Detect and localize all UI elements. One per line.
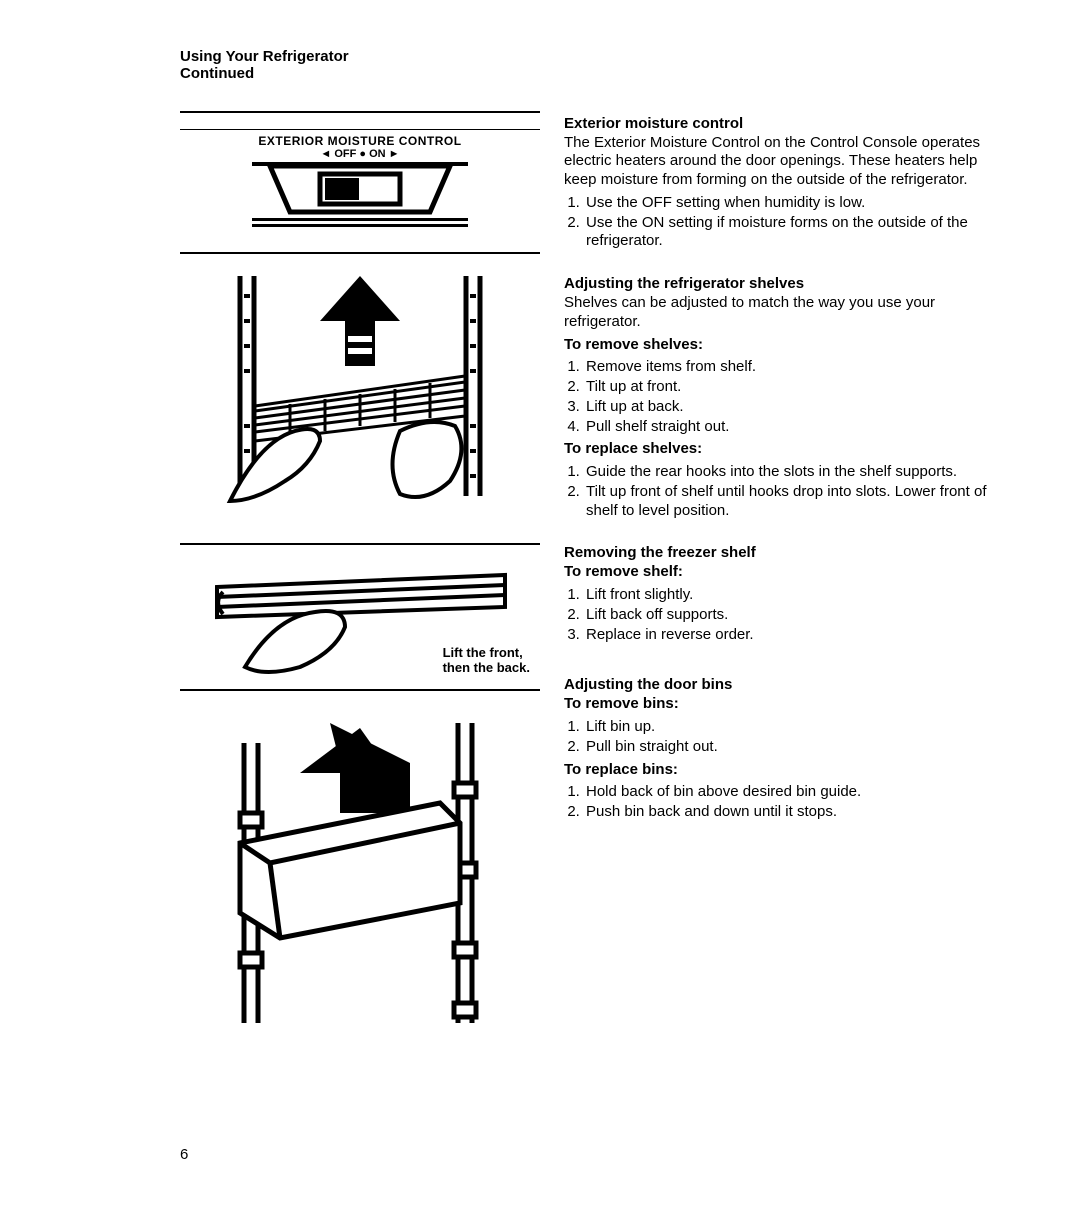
s3-heading: Removing the freezer shelf	[564, 544, 990, 561]
list-item: Lift back off supports.	[584, 606, 990, 625]
s4-sub2: To replace bins:	[564, 761, 990, 780]
list-item: Lift up at back.	[584, 398, 990, 417]
s4-sub1: To remove bins:	[564, 695, 990, 714]
figure-2-section	[180, 252, 540, 537]
manual-page: Using Your Refrigerator Continued EXTERI…	[0, 0, 1080, 1105]
section-adjusting-shelves: Adjusting the refrigerator shelves Shelv…	[564, 275, 990, 520]
s2-list1: Remove items from shelf. Tilt up at fron…	[564, 358, 990, 436]
page-number: 6	[180, 1146, 188, 1163]
text-column: Exterior moisture control The Exterior M…	[564, 111, 990, 1065]
section-exterior-moisture: Exterior moisture control The Exterior M…	[564, 115, 990, 252]
content-columns: EXTERIOR MOISTURE CONTROL ◄ OFF ● ON ►	[180, 111, 990, 1065]
section-door-bins: Adjusting the door bins To remove bins: …	[564, 676, 990, 822]
s1-list: Use the OFF setting when humidity is low…	[564, 194, 990, 251]
list-item: Use the OFF setting when humidity is low…	[584, 194, 990, 213]
figure-3-section: Lift the front, then the back.	[180, 543, 540, 683]
figure-1-section: EXTERIOR MOISTURE CONTROL ◄ OFF ● ON ►	[180, 111, 540, 246]
section-freezer-shelf: Removing the freezer shelf To remove she…	[564, 544, 990, 644]
figure-4	[180, 691, 540, 1059]
s2-sub1: To remove shelves:	[564, 336, 990, 355]
list-item: Pull shelf straight out.	[584, 418, 990, 437]
figure-3-caption: Lift the front, then the back.	[443, 645, 530, 675]
list-item: Push bin back and down until it stops.	[584, 803, 990, 822]
figure-1-label-top: EXTERIOR MOISTURE CONTROL	[180, 134, 540, 148]
moisture-control-icon	[250, 160, 470, 230]
door-bin-icon	[210, 703, 510, 1043]
list-item: Replace in reverse order.	[584, 626, 990, 645]
s4-list2: Hold back of bin above desired bin guide…	[564, 783, 990, 822]
list-item: Lift bin up.	[584, 718, 990, 737]
s3-list1: Lift front slightly. Lift back off suppo…	[564, 586, 990, 644]
s2-heading: Adjusting the refrigerator shelves	[564, 275, 990, 292]
list-item: Guide the rear hooks into the slots in t…	[584, 463, 990, 482]
list-item: Remove items from shelf.	[584, 358, 990, 377]
figures-column: EXTERIOR MOISTURE CONTROL ◄ OFF ● ON ►	[180, 111, 540, 1065]
figure-1: EXTERIOR MOISTURE CONTROL ◄ OFF ● ON ►	[180, 113, 540, 246]
figure-3: Lift the front, then the back.	[180, 545, 540, 683]
list-item: Pull bin straight out.	[584, 738, 990, 757]
figure-3-caption-l1: Lift the front,	[443, 645, 530, 660]
page-header: Using Your Refrigerator Continued	[180, 48, 990, 83]
s2-para: Shelves can be adjusted to match the way…	[564, 294, 990, 332]
s3-sub1: To remove shelf:	[564, 563, 990, 582]
s4-list1: Lift bin up. Pull bin straight out.	[564, 718, 990, 757]
figure-2	[180, 254, 540, 537]
list-item: Hold back of bin above desired bin guide…	[584, 783, 990, 802]
list-item: Tilt up at front.	[584, 378, 990, 397]
figure-1-label-bottom: ◄ OFF ● ON ►	[180, 148, 540, 160]
s2-list2: Guide the rear hooks into the slots in t…	[564, 463, 990, 520]
list-item: Lift front slightly.	[584, 586, 990, 605]
s1-para: The Exterior Moisture Control on the Con…	[564, 134, 990, 190]
figure-4-section	[180, 689, 540, 1059]
figure-3-caption-l2: then the back.	[443, 660, 530, 675]
s2-sub2: To replace shelves:	[564, 440, 990, 459]
shelf-adjust-icon	[200, 266, 520, 521]
header-line-1: Using Your Refrigerator	[180, 48, 990, 65]
list-item: Use the ON setting if moisture forms on …	[584, 214, 990, 252]
s4-heading: Adjusting the door bins	[564, 676, 990, 693]
s1-heading: Exterior moisture control	[564, 115, 990, 132]
header-line-2: Continued	[180, 65, 990, 82]
list-item: Tilt up front of shelf until hooks drop …	[584, 483, 990, 521]
